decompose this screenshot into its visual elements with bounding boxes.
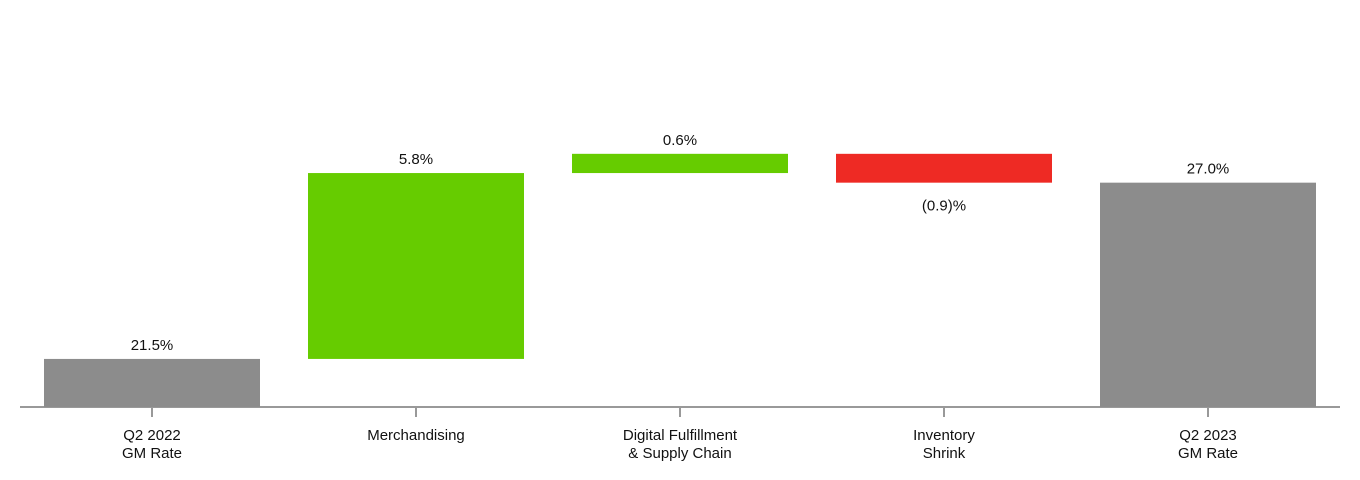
x-tick-label: Q2 2023 GM Rate: [1178, 427, 1238, 462]
bar: [572, 153, 788, 174]
x-tick-label: Digital Fulfillment & Supply Chain: [623, 427, 738, 462]
x-tick-label: Q2 2022 GM Rate: [122, 427, 182, 462]
value-label: 27.0%: [1187, 161, 1230, 178]
value-label: 5.8%: [399, 151, 433, 168]
bar: [44, 358, 260, 407]
value-label: 21.5%: [131, 337, 174, 354]
value-label: 0.6%: [663, 132, 697, 149]
value-label: (0.9)%: [922, 198, 966, 215]
x-tick-label: Merchandising: [367, 427, 465, 444]
bar: [1100, 182, 1316, 407]
bar: [836, 153, 1052, 183]
x-tick-label: Inventory Shrink: [913, 427, 975, 462]
bar: [308, 173, 524, 359]
